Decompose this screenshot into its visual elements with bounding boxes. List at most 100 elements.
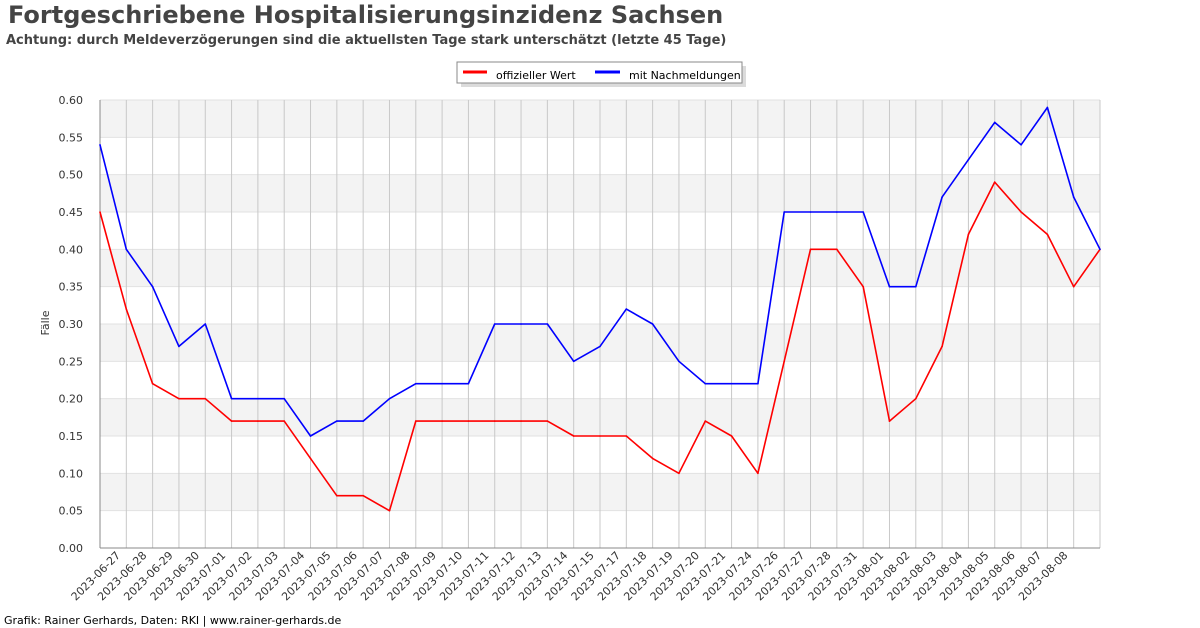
legend-label-nachmeldungen: mit Nachmeldungen (629, 69, 741, 82)
series-lines (99, 106, 1101, 512)
data-point (467, 420, 470, 422)
data-point (757, 472, 759, 475)
footer-credit: Grafik: Rainer Gerhards, Daten: RKI | ww… (4, 614, 342, 627)
data-point (257, 397, 259, 400)
data-point (467, 382, 470, 385)
data-point (99, 144, 101, 146)
chart-subtitle: Achtung: durch Meldeverzögerungen sind d… (6, 33, 727, 48)
y-tick-label: 0.30 (59, 318, 84, 331)
data-point (757, 382, 759, 385)
data-point (362, 420, 364, 422)
data-point (414, 382, 417, 385)
data-point (546, 420, 549, 422)
data-point (572, 435, 575, 437)
y-tick-label: 0.10 (59, 467, 84, 480)
data-point (204, 397, 207, 400)
data-point (888, 285, 891, 288)
y-tick-label: 0.00 (59, 542, 84, 555)
y-tick-label: 0.60 (59, 94, 84, 107)
data-point (309, 435, 312, 437)
data-point (493, 420, 496, 422)
data-point (257, 420, 259, 422)
data-point (125, 248, 128, 251)
y-tick-label: 0.55 (59, 131, 84, 144)
data-point (388, 397, 391, 400)
data-point (914, 397, 917, 400)
data-point (414, 420, 417, 422)
data-point (914, 285, 917, 288)
data-point (520, 323, 522, 325)
data-point (783, 211, 786, 213)
data-point (546, 323, 549, 325)
data-point (1046, 233, 1049, 236)
y-tick-label: 0.20 (59, 393, 84, 406)
data-point (1072, 285, 1075, 288)
data-point (993, 121, 996, 124)
data-point (230, 420, 233, 422)
data-point (599, 345, 601, 348)
data-point (1072, 196, 1075, 198)
data-point (178, 397, 180, 400)
data-point (1046, 106, 1049, 109)
y-tick-label: 0.50 (59, 169, 84, 182)
data-point (204, 323, 207, 325)
y-tick-label: 0.25 (59, 355, 84, 368)
data-point (336, 420, 338, 422)
data-point (678, 472, 680, 475)
data-point (572, 360, 575, 363)
data-point (599, 435, 601, 437)
data-point (1020, 211, 1022, 213)
data-point (283, 397, 286, 400)
y-tick-label: 0.45 (59, 206, 84, 219)
data-point (99, 211, 101, 213)
data-point (862, 211, 864, 213)
data-point (625, 435, 628, 437)
data-point (678, 360, 680, 363)
data-point (336, 494, 338, 497)
data-point (125, 308, 128, 310)
data-point (888, 420, 891, 422)
y-axis-label: Fälle (39, 310, 52, 335)
x-axis-ticks: 2023-06-272023-06-282023-06-292023-06-30… (69, 549, 1071, 603)
data-point (704, 382, 707, 385)
data-point (783, 360, 786, 363)
data-point (441, 420, 443, 422)
data-point (1099, 248, 1101, 251)
data-point (151, 285, 154, 288)
legend: offizieller Wert mit Nachmeldungen (456, 61, 746, 87)
data-point (178, 345, 180, 348)
data-point (704, 420, 707, 422)
data-point (730, 382, 733, 385)
data-point (362, 494, 364, 497)
y-tick-label: 0.05 (59, 505, 84, 518)
data-point (862, 285, 864, 288)
y-tick-label: 0.40 (59, 243, 84, 256)
legend-label-offiziell: offizieller Wert (496, 69, 576, 82)
data-point (730, 435, 733, 437)
data-point (809, 211, 812, 213)
y-axis-ticks: 0.00 0.05 0.10 0.15 0.20 0.25 0.30 0.35 0.40 0.45… (59, 94, 84, 555)
data-point (625, 308, 628, 310)
data-point (993, 181, 996, 183)
data-point (388, 509, 391, 512)
data-point (151, 382, 154, 385)
data-point (836, 211, 838, 213)
y-tick-label: 0.35 (59, 281, 84, 294)
data-point (836, 248, 838, 251)
data-point (651, 457, 654, 460)
data-point (651, 323, 654, 325)
data-point (941, 196, 943, 198)
y-tick-label: 0.15 (59, 430, 84, 443)
chart-title: Fortgeschriebene Hospitalisierungsinzide… (8, 1, 724, 29)
data-point (283, 420, 286, 422)
data-point (230, 397, 233, 400)
data-point (967, 233, 970, 236)
data-point (967, 158, 970, 161)
data-point (309, 457, 312, 460)
data-point (809, 248, 812, 251)
data-point (441, 382, 443, 385)
data-point (1020, 144, 1022, 146)
data-point (941, 345, 943, 348)
data-point (493, 323, 496, 325)
